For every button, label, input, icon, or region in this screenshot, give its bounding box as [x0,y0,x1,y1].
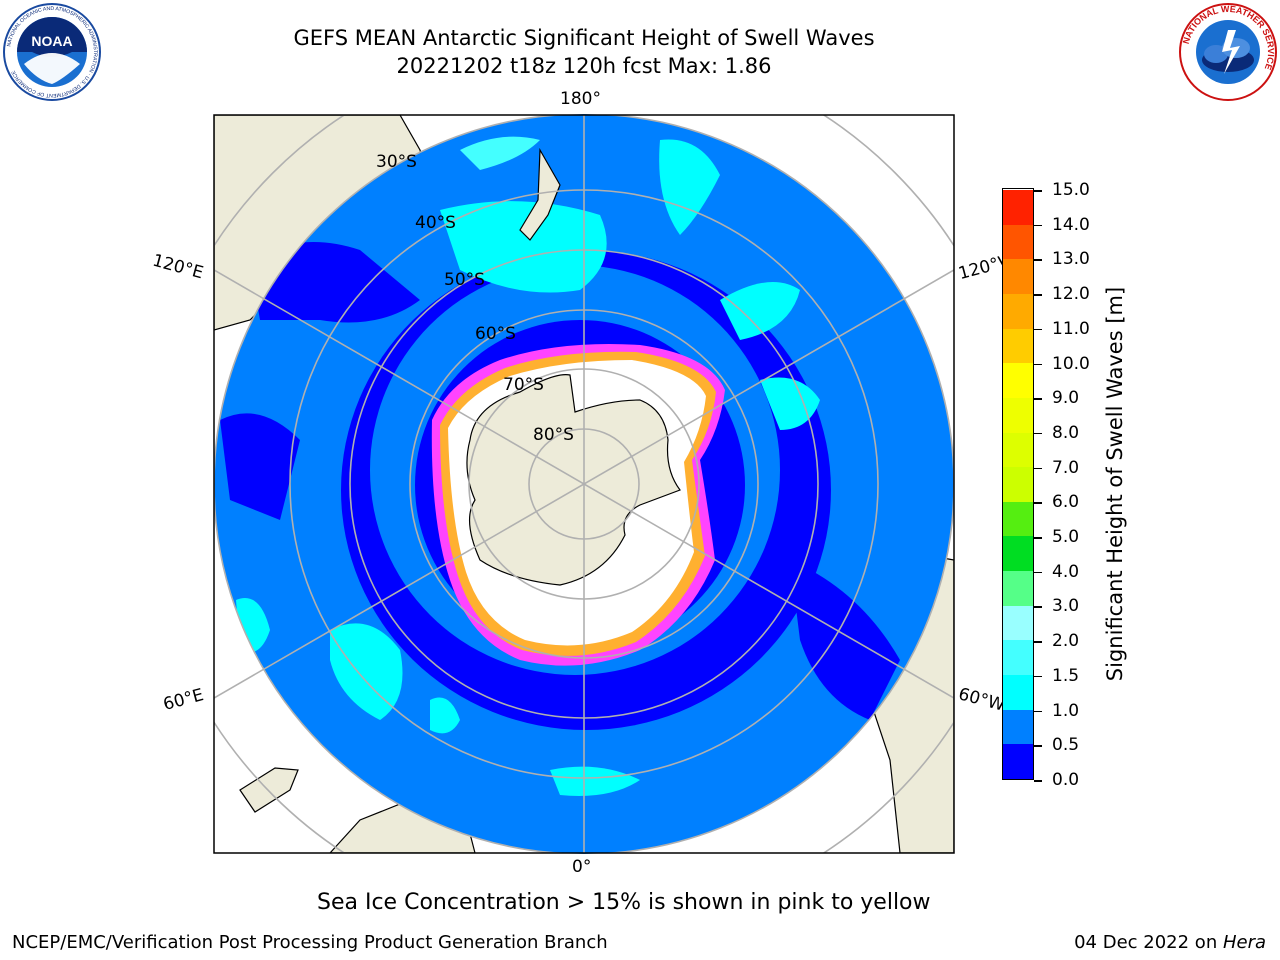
footer-branch: NCEP/EMC/Verification Post Processing Pr… [12,932,608,953]
lon-label-180: 180° [560,89,601,109]
colorbar-tick [1034,224,1042,227]
colorbar-tick-label: 1.5 [1052,665,1080,686]
nws-logo: NATIONAL WEATHER SERVICE [1179,3,1277,101]
chart-subtitle: 20221202 t18z 120h fcst Max: 1.86 [396,54,772,78]
colorbar-bin [1003,328,1033,364]
colorbar-tick-label: 2.0 [1052,631,1080,652]
footer-date: 04 Dec 2022 on Hera [1074,932,1266,953]
colorbar-tick-label: 4.0 [1052,561,1080,582]
colorbar-bin [1003,362,1033,398]
colorbar-bin [1003,189,1033,225]
lat-label-80s: 80°S [533,425,574,445]
colorbar-bin [1003,639,1033,676]
colorbar-bin [1003,224,1033,260]
colorbar-tick [1034,745,1042,747]
colorbar-tick [1034,467,1042,470]
colorbar-tick [1034,398,1042,400]
lon-label-0: 0° [572,857,592,877]
colorbar-tick [1034,606,1042,608]
footer-host: Hera [1222,932,1266,953]
colorbar [1002,188,1034,780]
colorbar-bin [1003,258,1033,294]
colorbar-bin [1003,570,1033,606]
lat-label-40s: 40°S [415,213,456,233]
colorbar-label: Significant Height of Swell Waves [m] [1103,286,1127,682]
colorbar-bin [1003,709,1033,745]
colorbar-tick-label: 8.0 [1052,422,1080,443]
footer-date-text: 04 Dec 2022 on [1074,932,1223,953]
colorbar-tick-label: 7.0 [1052,457,1080,478]
colorbar-tick-label: 1.0 [1052,700,1080,721]
noaa-logo: NOAA NATIONAL OCEANIC AND ATMOSPHERIC AD… [3,3,101,101]
colorbar-bin [1003,674,1033,710]
colorbar-tick-label: 13.0 [1052,249,1090,270]
lat-label-70s: 70°S [503,375,544,395]
colorbar-tick-label: 12.0 [1052,284,1090,305]
swell-patch-cyan-3 [720,282,800,340]
colorbar-tick [1034,294,1042,296]
colorbar-bin [1003,501,1033,537]
colorbar-tick [1034,641,1042,643]
colorbar-tick-label: 15.0 [1052,180,1090,200]
sea-ice-note: Sea Ice Concentration > 15% is shown in … [317,890,931,915]
antarctica-land [466,374,681,586]
map-frame [213,114,955,854]
colorbar-bin [1003,605,1033,641]
lat-label-30s: 30°S [376,152,417,172]
colorbar-tick [1034,190,1042,192]
chart-title: GEFS MEAN Antarctic Significant Height o… [293,26,875,50]
colorbar-tick [1034,259,1042,261]
colorbar-tick [1034,710,1042,713]
colorbar-tick [1034,780,1042,782]
colorbar-tick-label: 0.0 [1052,770,1080,790]
new-zealand-land [519,147,561,241]
colorbar-tick [1034,502,1042,504]
colorbar-bin [1003,466,1033,502]
madagascar-land [239,767,299,813]
colorbar-tick-label: 0.5 [1052,735,1080,756]
noaa-logo-text: NOAA [31,33,72,49]
graticule [214,115,954,853]
colorbar-tick-label: 10.0 [1052,353,1090,374]
colorbar-tick [1034,675,1042,678]
colorbar-tick [1034,537,1042,539]
swell-patch-low [250,242,420,323]
colorbar-bin [1003,432,1033,468]
colorbar-tick [1034,363,1042,366]
colorbar-tick-label: 11.0 [1052,318,1090,339]
lat-label-60s: 60°S [475,324,516,344]
colorbar-bin [1003,535,1033,572]
colorbar-bin [1003,743,1033,779]
swell-patch-cyan-2 [659,139,720,235]
colorbar-tick-label: 5.0 [1052,527,1080,548]
colorbar-tick [1034,432,1042,435]
colorbar-tick [1034,328,1042,331]
colorbar-tick [1034,571,1042,574]
swell-patch-cyan-1 [440,201,607,293]
colorbar-bin [1003,293,1033,329]
swell-patch-cyan-4 [330,623,403,720]
colorbar-tick-label: 6.0 [1052,492,1080,513]
lat-label-50s: 50°S [444,270,485,290]
swell-patch-cyan-5 [550,766,640,796]
colorbar-bin [1003,397,1033,433]
colorbar-tick-label: 9.0 [1052,388,1080,409]
colorbar-tick-label: 14.0 [1052,214,1090,235]
colorbar-tick-label: 3.0 [1052,596,1080,617]
